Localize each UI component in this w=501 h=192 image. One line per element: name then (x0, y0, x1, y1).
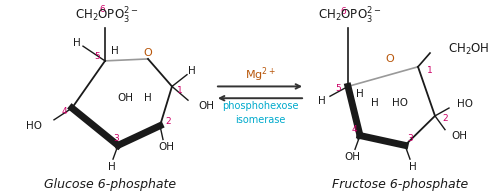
Text: H: H (144, 93, 152, 103)
Text: Glucose 6-phosphate: Glucose 6-phosphate (44, 178, 176, 191)
Text: phosphohexose
isomerase: phosphohexose isomerase (221, 101, 298, 125)
Text: 4: 4 (61, 108, 67, 117)
Text: 1: 1 (177, 86, 182, 95)
Text: 5: 5 (335, 84, 340, 93)
Text: 1: 1 (426, 66, 432, 75)
Text: H: H (355, 89, 363, 99)
Text: CH$_2$OPO$_3^{2-}$: CH$_2$OPO$_3^{2-}$ (75, 6, 138, 26)
Text: 3: 3 (406, 134, 412, 143)
Text: 2: 2 (165, 117, 170, 126)
Text: OH: OH (450, 131, 466, 141)
Text: OH: OH (158, 142, 174, 152)
Text: OH: OH (197, 101, 213, 111)
Text: H: H (188, 66, 195, 76)
Text: OH: OH (343, 152, 359, 162)
Text: H: H (370, 98, 378, 108)
Text: 6: 6 (340, 7, 345, 16)
Text: OH: OH (117, 93, 133, 103)
Text: H: H (318, 96, 325, 106)
Text: HO: HO (456, 99, 472, 109)
Text: 3: 3 (113, 134, 119, 143)
Text: O: O (385, 54, 394, 64)
Text: H: H (408, 162, 416, 172)
Text: CH$_2$OPO$_3^{2-}$: CH$_2$OPO$_3^{2-}$ (318, 6, 381, 26)
Text: Mg$^{2+}$: Mg$^{2+}$ (244, 65, 275, 84)
Text: 5: 5 (94, 52, 100, 61)
Text: HO: HO (391, 98, 407, 108)
Text: H: H (111, 46, 119, 56)
Text: H: H (108, 162, 116, 172)
Text: H: H (73, 38, 81, 48)
Text: 6: 6 (99, 5, 105, 14)
Text: 4: 4 (351, 125, 356, 134)
Text: Fructose 6-phosphate: Fructose 6-phosphate (331, 178, 467, 191)
Text: CH$_2$OH: CH$_2$OH (447, 41, 488, 57)
Text: O: O (143, 48, 152, 58)
Text: HO: HO (26, 121, 42, 131)
Text: 2: 2 (441, 114, 447, 123)
